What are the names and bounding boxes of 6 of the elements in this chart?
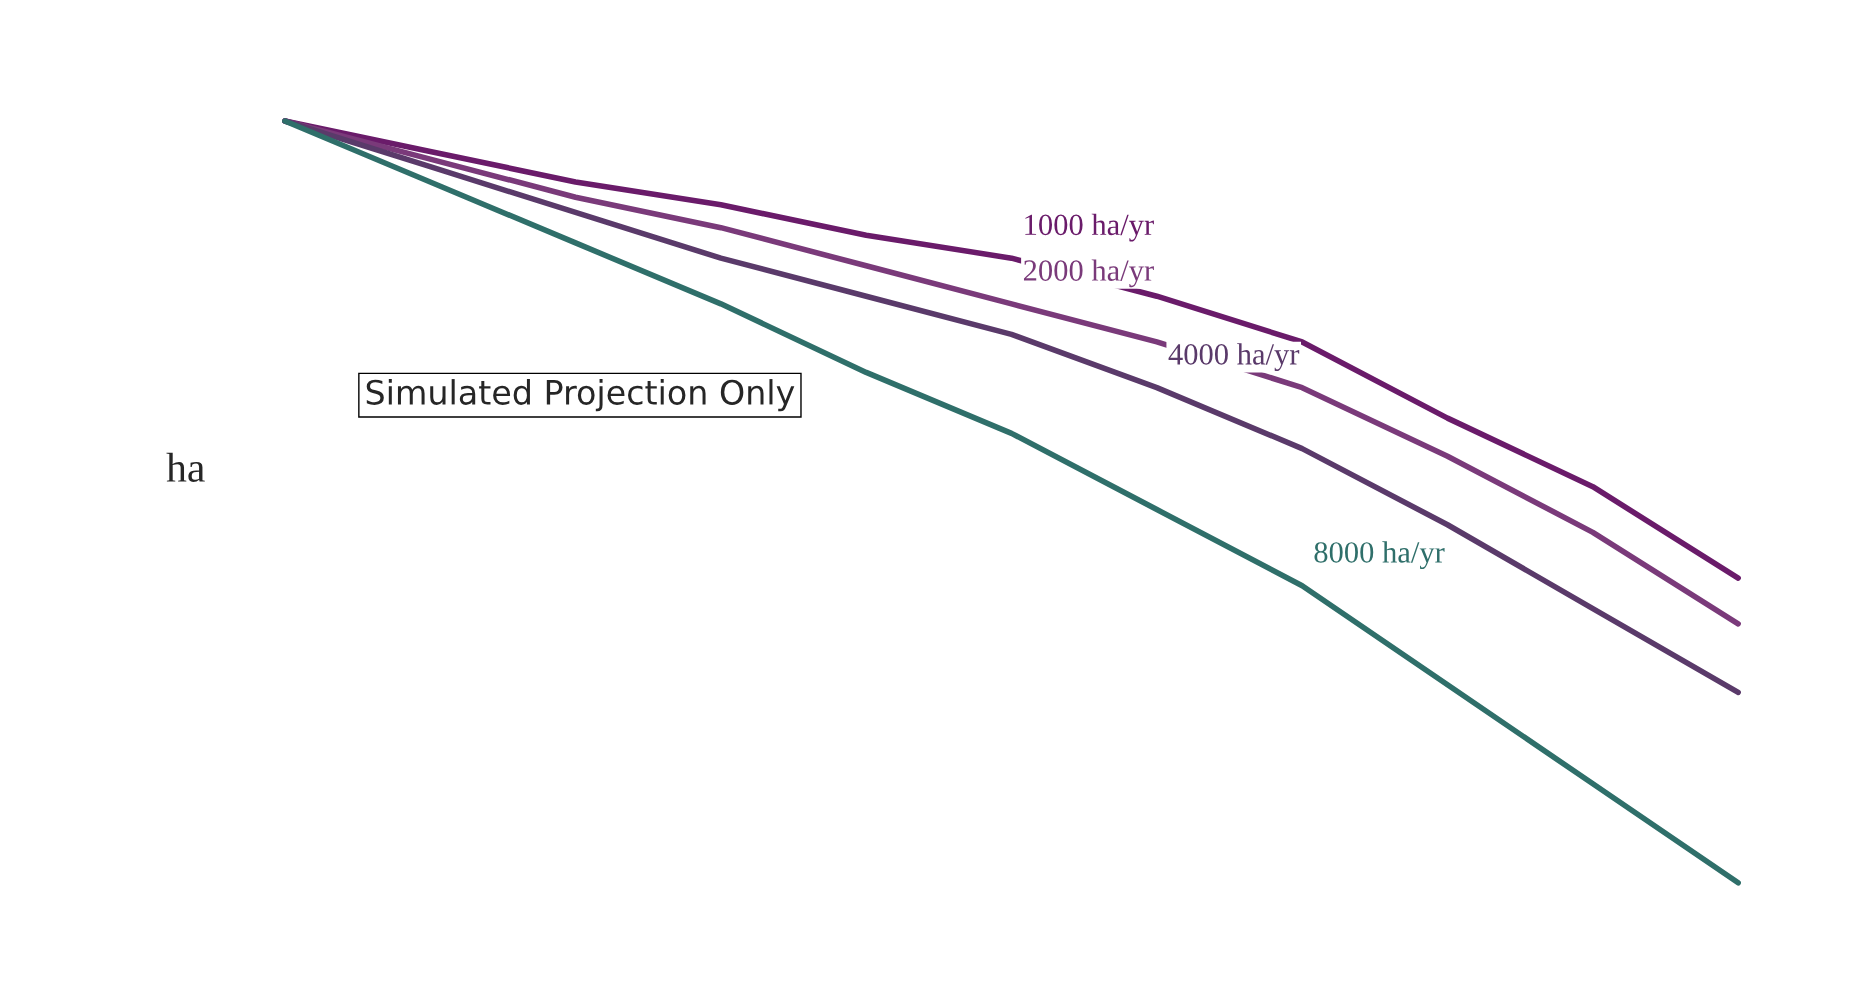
series-label: 8000 ha/yr — [1314, 541, 1445, 570]
annotation: Simulated Projection Only — [366, 379, 795, 412]
series-label: 1000 ha/yr — [1025, 213, 1154, 242]
series-label: 4000 ha/yr — [1168, 343, 1300, 371]
y-axis-title: ha — [166, 452, 205, 483]
series-label: 2000 ha/yr — [1023, 259, 1154, 288]
